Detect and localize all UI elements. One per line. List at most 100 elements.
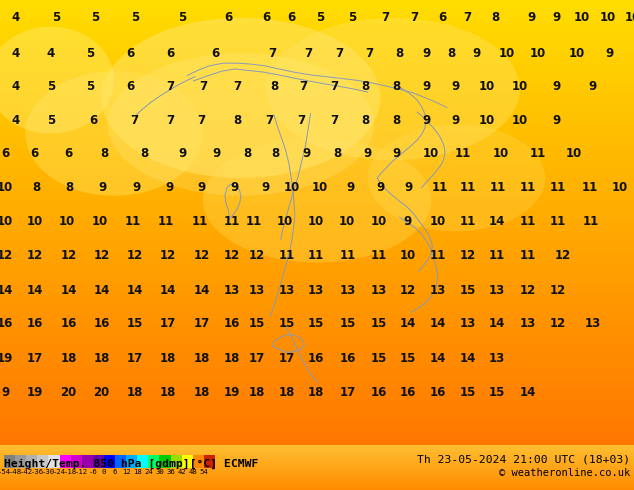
- Text: 15: 15: [127, 318, 143, 330]
- Text: 13: 13: [278, 284, 295, 296]
- Ellipse shape: [108, 53, 374, 196]
- Text: 14: 14: [488, 318, 505, 330]
- Text: 15: 15: [370, 352, 387, 365]
- Text: 11: 11: [431, 181, 448, 194]
- Text: 5: 5: [316, 11, 325, 24]
- Text: 12: 12: [249, 249, 265, 262]
- Text: 11: 11: [519, 249, 536, 262]
- Text: 14: 14: [93, 284, 110, 296]
- Text: 18: 18: [193, 352, 210, 365]
- Text: 10: 10: [499, 47, 515, 60]
- Text: 18: 18: [278, 386, 295, 399]
- Text: 9: 9: [451, 114, 460, 126]
- Text: 9: 9: [552, 11, 561, 24]
- Text: 11: 11: [460, 181, 476, 194]
- Text: 9: 9: [552, 80, 561, 93]
- Text: 14: 14: [429, 352, 446, 365]
- Text: 6: 6: [126, 80, 134, 93]
- Text: 8: 8: [392, 114, 401, 126]
- Text: 16: 16: [370, 386, 387, 399]
- Text: 12: 12: [519, 284, 536, 296]
- Text: 12: 12: [160, 249, 176, 262]
- Text: 30: 30: [155, 469, 164, 475]
- Text: 12: 12: [127, 249, 143, 262]
- Text: 6: 6: [437, 11, 446, 24]
- Text: 9: 9: [552, 114, 561, 126]
- Text: 14: 14: [27, 284, 43, 296]
- Text: 18: 18: [127, 386, 143, 399]
- Text: -36: -36: [31, 469, 44, 475]
- Text: 10: 10: [566, 147, 582, 160]
- Text: 9: 9: [98, 181, 107, 194]
- Text: 16: 16: [223, 318, 240, 330]
- Text: 9: 9: [363, 147, 372, 160]
- Text: 12: 12: [550, 318, 566, 330]
- Text: 5: 5: [91, 11, 100, 24]
- Text: 10: 10: [0, 215, 13, 228]
- Text: 8: 8: [65, 181, 74, 194]
- Text: 17: 17: [193, 318, 210, 330]
- Text: 16: 16: [60, 318, 77, 330]
- Text: 10: 10: [512, 114, 528, 126]
- Text: 6: 6: [113, 469, 117, 475]
- Text: 10: 10: [58, 215, 75, 228]
- Text: 9: 9: [451, 80, 460, 93]
- Text: 8: 8: [395, 47, 404, 60]
- Text: 20: 20: [60, 386, 77, 399]
- Text: 13: 13: [370, 284, 387, 296]
- Text: 11: 11: [455, 147, 471, 160]
- Text: 12: 12: [555, 249, 571, 262]
- Text: 8: 8: [269, 80, 278, 93]
- Bar: [193, 455, 204, 468]
- Text: 14: 14: [0, 284, 13, 296]
- Text: 19: 19: [0, 352, 13, 365]
- Text: 7: 7: [198, 114, 205, 126]
- Text: 16: 16: [0, 318, 13, 330]
- Bar: [182, 455, 193, 468]
- Text: 9: 9: [403, 215, 412, 228]
- Text: 11: 11: [339, 249, 356, 262]
- Bar: [104, 455, 115, 468]
- Text: 8: 8: [333, 147, 342, 160]
- Text: 11: 11: [488, 249, 505, 262]
- Text: 11: 11: [581, 181, 598, 194]
- Text: 11: 11: [191, 215, 208, 228]
- Text: 15: 15: [307, 318, 324, 330]
- Text: 14: 14: [399, 318, 416, 330]
- Text: 17: 17: [27, 352, 43, 365]
- Text: 0: 0: [102, 469, 106, 475]
- Text: 8: 8: [447, 47, 456, 60]
- Text: 11: 11: [550, 181, 566, 194]
- Text: 7: 7: [269, 47, 276, 60]
- Text: 12: 12: [0, 249, 13, 262]
- Text: 8: 8: [361, 80, 370, 93]
- Text: 7: 7: [330, 114, 338, 126]
- Text: 18: 18: [249, 386, 265, 399]
- Text: 8: 8: [233, 114, 242, 126]
- Text: 16: 16: [27, 318, 43, 330]
- Text: 13: 13: [585, 318, 601, 330]
- Text: 11: 11: [429, 249, 446, 262]
- Text: 18: 18: [60, 352, 77, 365]
- Text: 17: 17: [127, 352, 143, 365]
- Text: 9: 9: [422, 47, 430, 60]
- Text: 11: 11: [460, 215, 476, 228]
- Text: -12: -12: [75, 469, 88, 475]
- Text: 9: 9: [392, 147, 401, 160]
- Text: © weatheronline.co.uk: © weatheronline.co.uk: [499, 468, 630, 478]
- Text: 7: 7: [266, 114, 273, 126]
- Text: 4: 4: [46, 47, 55, 60]
- Ellipse shape: [368, 124, 545, 231]
- Text: 15: 15: [399, 352, 416, 365]
- Text: 10: 10: [307, 215, 324, 228]
- Text: 12: 12: [193, 249, 210, 262]
- Text: 15: 15: [460, 284, 476, 296]
- Bar: [15, 455, 26, 468]
- Text: 4: 4: [11, 11, 20, 24]
- Text: 10: 10: [27, 215, 43, 228]
- Text: 15: 15: [370, 318, 387, 330]
- Text: 14: 14: [193, 284, 210, 296]
- Ellipse shape: [101, 18, 380, 178]
- Text: 9: 9: [422, 114, 430, 126]
- Text: 19: 19: [223, 386, 240, 399]
